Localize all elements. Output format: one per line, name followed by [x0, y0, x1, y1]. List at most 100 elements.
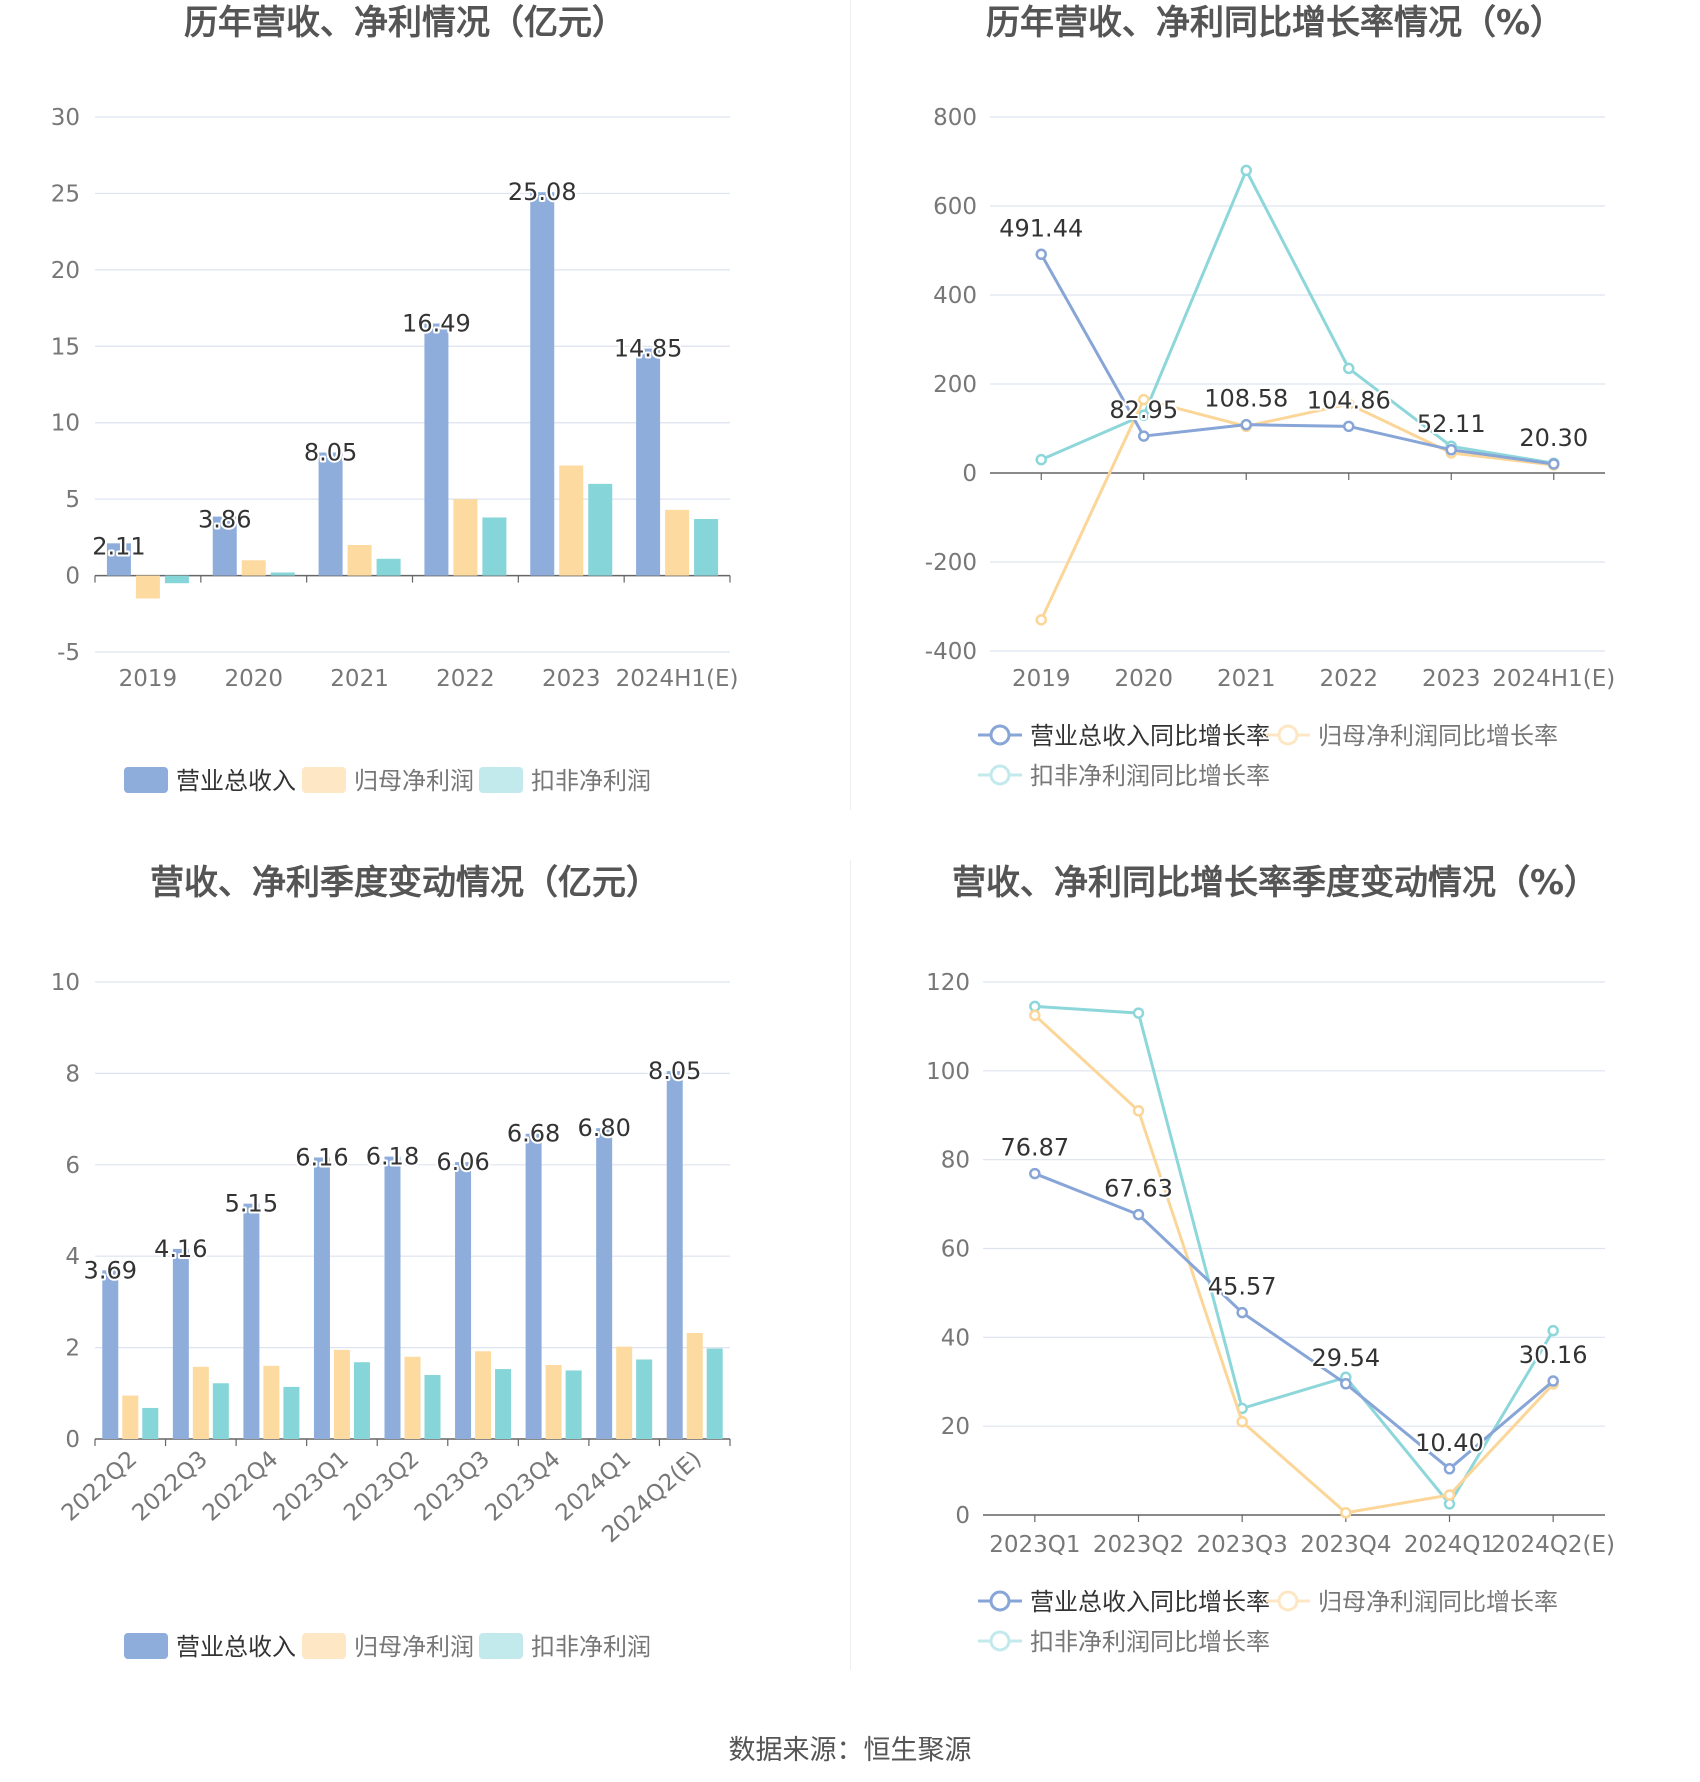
- legend-swatch: [479, 1633, 523, 1659]
- data-label: 30.16: [1519, 1341, 1588, 1369]
- data-label: 6.68: [507, 1120, 560, 1148]
- x-tick-label: 2022: [436, 666, 495, 692]
- y-tick-label: -200: [925, 550, 977, 576]
- x-tick-label: 2022Q3: [128, 1446, 213, 1526]
- y-tick-label: 30: [51, 105, 80, 131]
- y-tick-label: 20: [941, 1414, 970, 1440]
- data-point: [1029, 1009, 1041, 1022]
- legend-label: 归母净利润同比增长率: [1318, 722, 1558, 750]
- y-tick-label: 2: [65, 1336, 80, 1362]
- bar-revenue: [172, 1248, 189, 1439]
- x-tick-label: 2023: [1422, 666, 1481, 692]
- x-tick-label: 2023: [542, 666, 601, 692]
- bar-deducted-profit: [353, 1362, 370, 1439]
- x-tick-label: 2023Q1: [269, 1446, 354, 1526]
- series-line-revenue: [1039, 253, 1554, 466]
- bar-revenue: [424, 323, 449, 576]
- series-line-revenue: [1034, 1172, 1555, 1471]
- y-tick-label: 25: [51, 181, 80, 207]
- y-tick-label: 100: [926, 1059, 970, 1085]
- bar-deducted-profit: [164, 575, 189, 584]
- legend-swatch: [302, 1633, 346, 1659]
- data-label: 6.18: [366, 1143, 419, 1171]
- data-label: 6.80: [577, 1114, 630, 1142]
- data-point: [1138, 393, 1150, 406]
- data-label: 3.86: [198, 506, 251, 534]
- data-label: 82.95: [1109, 396, 1178, 424]
- bar-deducted-profit: [142, 1407, 159, 1439]
- x-tick-label: 2019: [119, 666, 178, 692]
- bar-net-profit: [135, 575, 160, 599]
- bar-net-profit: [616, 1346, 633, 1439]
- legend-label: 营业总收入: [176, 1633, 296, 1661]
- data-point: [1240, 164, 1252, 177]
- series-line-net-profit: [1033, 1014, 1555, 1515]
- data-label: 491.44: [999, 214, 1083, 242]
- legend-label: 归母净利润: [354, 767, 474, 795]
- legend-swatch-marker: [989, 764, 1011, 786]
- bar-net-profit: [545, 1364, 562, 1439]
- y-tick-label: 15: [51, 334, 80, 360]
- y-tick-label: 40: [941, 1325, 970, 1351]
- bar-net-profit: [333, 1349, 350, 1439]
- data-point: [1340, 1507, 1352, 1519]
- bar-deducted-profit: [424, 1375, 441, 1439]
- data-point: [1445, 444, 1457, 456]
- y-tick-label: 10: [51, 970, 80, 996]
- bar-deducted-profit: [270, 572, 295, 576]
- data-point: [1340, 1378, 1352, 1390]
- data-point: [1132, 1208, 1145, 1221]
- data-label: 6.16: [295, 1143, 348, 1171]
- data-label: 5.15: [225, 1190, 278, 1218]
- data-point: [1132, 1007, 1145, 1019]
- quarterly-growth-rate-chart: 营收、净利同比增长率季度变动情况（%） 120 100 80 60 40 20 0 2023Q1…: [850, 860, 1700, 1720]
- x-tick-label: 2024H1(E): [616, 666, 739, 692]
- chart-title: 历年营收、净利情况（亿元）: [184, 3, 626, 43]
- x-tick-label: 2023Q2: [339, 1446, 424, 1526]
- x-tick-label: 2022Q4: [198, 1446, 283, 1526]
- legend-swatch-marker: [1277, 724, 1299, 746]
- y-tick-label: 800: [933, 105, 977, 131]
- series-line-net-profit: [1039, 397, 1554, 621]
- bar-revenue: [212, 516, 237, 576]
- data-label: 4.16: [154, 1235, 207, 1263]
- bar-deducted-profit: [706, 1348, 723, 1439]
- data-label: 3.69: [84, 1256, 137, 1284]
- data-point: [1236, 1306, 1248, 1319]
- x-tick-label: 2023Q3: [1197, 1532, 1288, 1558]
- bar-deducted-profit: [482, 517, 507, 576]
- legend-label: 扣非净利润同比增长率: [1030, 762, 1270, 790]
- column-divider-bottom: [850, 860, 851, 1670]
- data-point: [1236, 1415, 1248, 1428]
- bar-deducted-profit: [283, 1386, 300, 1439]
- x-tick-label: 2023Q4: [480, 1446, 565, 1526]
- chart-title: 历年营收、净利同比增长率情况（%）: [986, 3, 1564, 43]
- p1-svg: 历年营收、净利情况（亿元） 30 25 20 15 10 5 0 -5 2.11 2019 3.86 2…: [51, 3, 739, 795]
- p3-svg: 营收、净利季度变动情况（亿元） 10 8 6 4 2 0 3.69 2022Q2 4.16 2022…: [51, 863, 731, 1661]
- y-tick-label: 20: [51, 258, 80, 284]
- bar-revenue: [455, 1162, 472, 1439]
- legend-label: 归母净利润同比增长率: [1318, 1588, 1558, 1616]
- x-tick-label: 2021: [330, 666, 389, 692]
- y-tick-label: 4: [65, 1244, 80, 1270]
- data-point: [1138, 409, 1150, 421]
- p2-svg: 历年营收、净利同比增长率情况（%） 800 600 400 200 0 -200 -400 20…: [925, 3, 1615, 790]
- bar-net-profit: [475, 1351, 492, 1439]
- legend-label: 营业总收入同比增长率: [1030, 1588, 1270, 1616]
- bar-revenue: [525, 1133, 542, 1439]
- x-tick-label: 2024Q1: [1404, 1532, 1495, 1558]
- bar-revenue: [384, 1156, 401, 1439]
- p4-svg: 营收、净利同比增长率季度变动情况（%） 120 100 80 60 40 20 0 2023Q1…: [926, 863, 1615, 1656]
- y-tick-label: -5: [57, 640, 80, 666]
- bar-deducted-profit: [588, 483, 613, 576]
- chart-title: 营收、净利季度变动情况（亿元）: [150, 863, 660, 903]
- y-tick-label: 600: [933, 194, 977, 220]
- data-point: [1547, 1375, 1559, 1387]
- x-tick-label: 2024Q2(E): [1491, 1532, 1615, 1558]
- bar-revenue: [666, 1071, 683, 1439]
- bar-revenue: [313, 1157, 330, 1439]
- y-tick-label: 0: [65, 1427, 80, 1453]
- legend-label: 归母净利润: [354, 1633, 474, 1661]
- x-tick-label: 2022: [1319, 666, 1378, 692]
- data-label: 16.49: [402, 310, 471, 338]
